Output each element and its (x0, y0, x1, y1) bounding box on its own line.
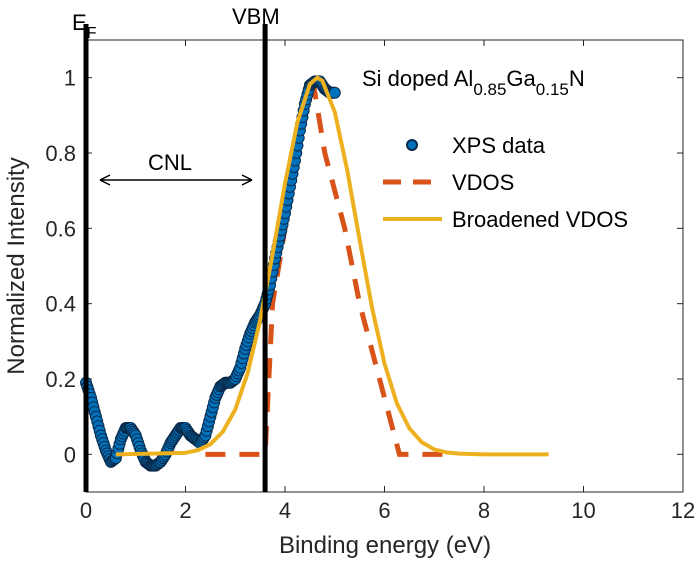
series-broadened-vdos-line (115, 75, 549, 457)
axes-frame (85, 39, 684, 493)
cnl-arrow (99, 174, 253, 186)
cnl-label: CNL (148, 150, 192, 175)
y-tick-label: 0.8 (45, 141, 76, 166)
y-tick-label: 0.2 (45, 367, 76, 392)
ticks: 0 2 4 6 8 10 12 0 0.2 0.4 0.6 0.8 1 (45, 40, 695, 523)
series-xps-markers (80, 75, 341, 472)
legend-label-vdos: VDOS (452, 170, 514, 195)
y-tick-label: 0.4 (45, 292, 76, 317)
y-tick-label: 0 (64, 442, 76, 467)
x-axis-label: Binding energy (eV) (279, 532, 491, 559)
legend-label-xps: XPS data (452, 133, 546, 158)
series-vdos-line (205, 77, 445, 457)
y-axis-label: Normalized Intensity (3, 157, 30, 374)
x-tick-label: 12 (671, 498, 695, 523)
x-tick-label: 4 (279, 498, 291, 523)
series-layer (80, 75, 549, 472)
x-tick-label: 10 (571, 498, 595, 523)
x-tick-label: 6 (378, 498, 390, 523)
plot-frame (85, 39, 684, 493)
legend: XPS data VDOS Broadened VDOS (383, 133, 628, 232)
x-tick-label: 0 (80, 498, 92, 523)
y-tick-label: 0.6 (45, 216, 76, 241)
ef-label: EF (72, 10, 97, 42)
legend-label-broadened: Broadened VDOS (452, 207, 628, 232)
x-tick-label: 8 (478, 498, 490, 523)
xps-data-point (328, 86, 341, 99)
vbm-label: VBM (232, 4, 280, 29)
x-tick-label: 2 (179, 498, 191, 523)
vertical-lines (83, 24, 268, 492)
sample-title: Si doped Al0.85Ga0.15N (362, 66, 585, 99)
y-tick-label: 1 (64, 66, 76, 91)
legend-marker-xps (406, 139, 418, 151)
